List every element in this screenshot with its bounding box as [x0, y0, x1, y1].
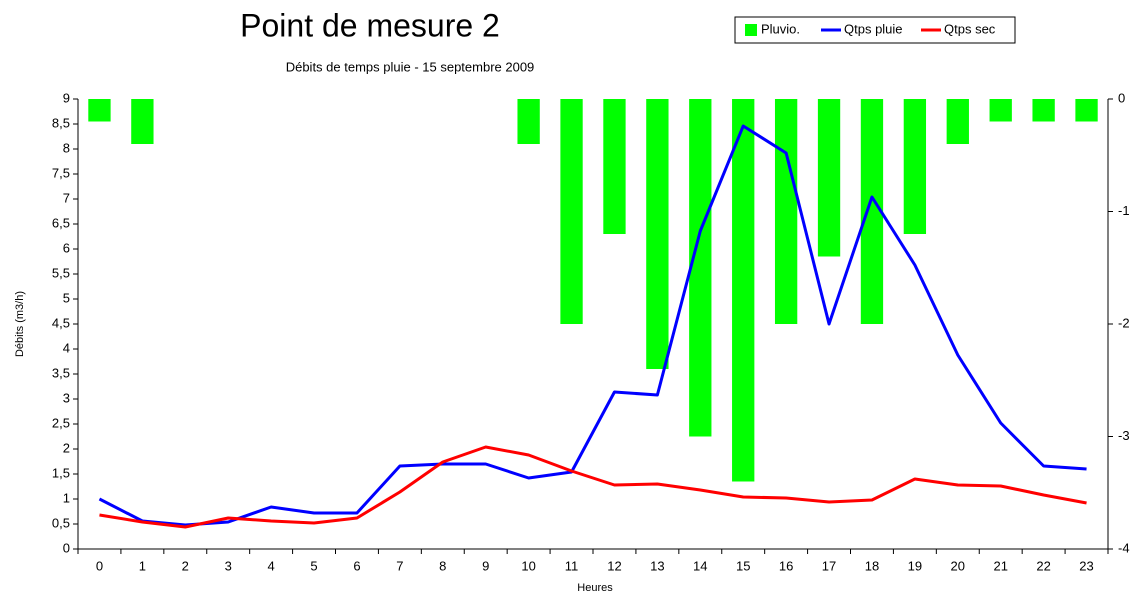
y-tick-label: 5: [63, 290, 70, 305]
legend-label: Qtps pluie: [844, 21, 903, 36]
legend-swatch: [745, 24, 757, 36]
bar: [1032, 99, 1055, 122]
bar: [560, 99, 583, 324]
x-tick-label: 13: [650, 558, 664, 573]
y-tick-label: 9: [63, 90, 70, 105]
y-tick-label: 0,5: [52, 515, 70, 530]
bar: [989, 99, 1012, 122]
bar: [689, 99, 712, 437]
bar: [903, 99, 927, 234]
x-tick-label: 20: [951, 558, 965, 573]
x-tick-label: 1: [139, 558, 146, 573]
y-tick-label: 8: [63, 140, 70, 155]
y2-tick-label: 0: [1118, 90, 1125, 105]
y-tick-label: 4: [63, 340, 70, 355]
bar: [1075, 99, 1098, 122]
x-tick-label: 15: [736, 558, 750, 573]
x-tick-label: 17: [822, 558, 836, 573]
legend-label: Pluvio.: [761, 21, 800, 36]
x-tick-label: 23: [1079, 558, 1093, 573]
y-tick-label: 2,5: [52, 415, 70, 430]
y2-tick-label: -3: [1118, 428, 1130, 443]
x-tick-label: 11: [565, 558, 579, 573]
bar: [732, 99, 755, 482]
y-tick-label: 0: [63, 540, 70, 555]
chart-subtitle: Débits de temps pluie - 15 septembre 200…: [286, 59, 535, 74]
bar: [817, 99, 841, 257]
bar: [646, 99, 669, 369]
chart-title: Point de mesure 2: [240, 7, 500, 43]
y-tick-label: 5,5: [52, 265, 70, 280]
line: [98, 124, 1087, 527]
x-tick-label: 19: [908, 558, 922, 573]
bar: [88, 99, 111, 122]
y-tick-label: 6,5: [52, 215, 70, 230]
y-tick-label: 3,5: [52, 365, 70, 380]
legend-label: Qtps sec: [944, 21, 996, 36]
x-tick-label: 7: [396, 558, 403, 573]
y-tick-label: 6: [63, 240, 70, 255]
x-tick-label: 6: [353, 558, 360, 573]
bar: [860, 99, 884, 324]
x-tick-label: 5: [310, 558, 317, 573]
x-tick-label: 9: [482, 558, 489, 573]
bar: [603, 99, 626, 234]
bar: [774, 99, 798, 324]
bar: [131, 99, 154, 144]
line: [99, 445, 1087, 529]
y-tick-label: 4,5: [52, 315, 70, 330]
y2-tick-label: -1: [1118, 203, 1130, 218]
x-tick-label: 16: [779, 558, 793, 573]
y2-tick-label: -2: [1118, 315, 1130, 330]
x-tick-label: 3: [225, 558, 232, 573]
x-tick-label: 14: [693, 558, 707, 573]
x-tick-label: 21: [993, 558, 1007, 573]
y-tick-label: 8,5: [52, 115, 70, 130]
x-tick-label: 18: [865, 558, 879, 573]
x-tick-label: 10: [521, 558, 535, 573]
x-tick-label: 0: [96, 558, 103, 573]
y-tick-label: 1: [63, 490, 70, 505]
y-tick-label: 7,5: [52, 165, 70, 180]
x-tick-label: 22: [1036, 558, 1050, 573]
y-tick-label: 2: [63, 440, 70, 455]
y-tick-label: 3: [63, 390, 70, 405]
x-tick-label: 4: [268, 558, 275, 573]
y-tick-label: 1,5: [52, 465, 70, 480]
bar: [517, 99, 540, 144]
x-tick-label: 12: [607, 558, 621, 573]
legend-box: [734, 16, 1016, 44]
x-tick-label: 8: [439, 558, 446, 573]
y-tick-label: 7: [63, 190, 70, 205]
y2-tick-label: -4: [1118, 540, 1130, 555]
x-tick-label: 2: [182, 558, 189, 573]
y-axis-label: Débits (m3/h): [14, 291, 26, 357]
bar: [946, 99, 969, 144]
x-axis-label: Heures: [577, 582, 613, 594]
